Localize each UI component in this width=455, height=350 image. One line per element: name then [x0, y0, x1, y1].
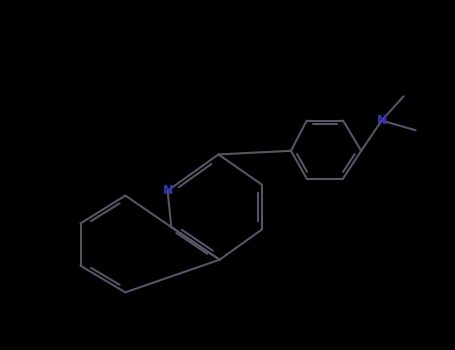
- Text: N: N: [162, 184, 173, 197]
- Text: N: N: [377, 114, 387, 127]
